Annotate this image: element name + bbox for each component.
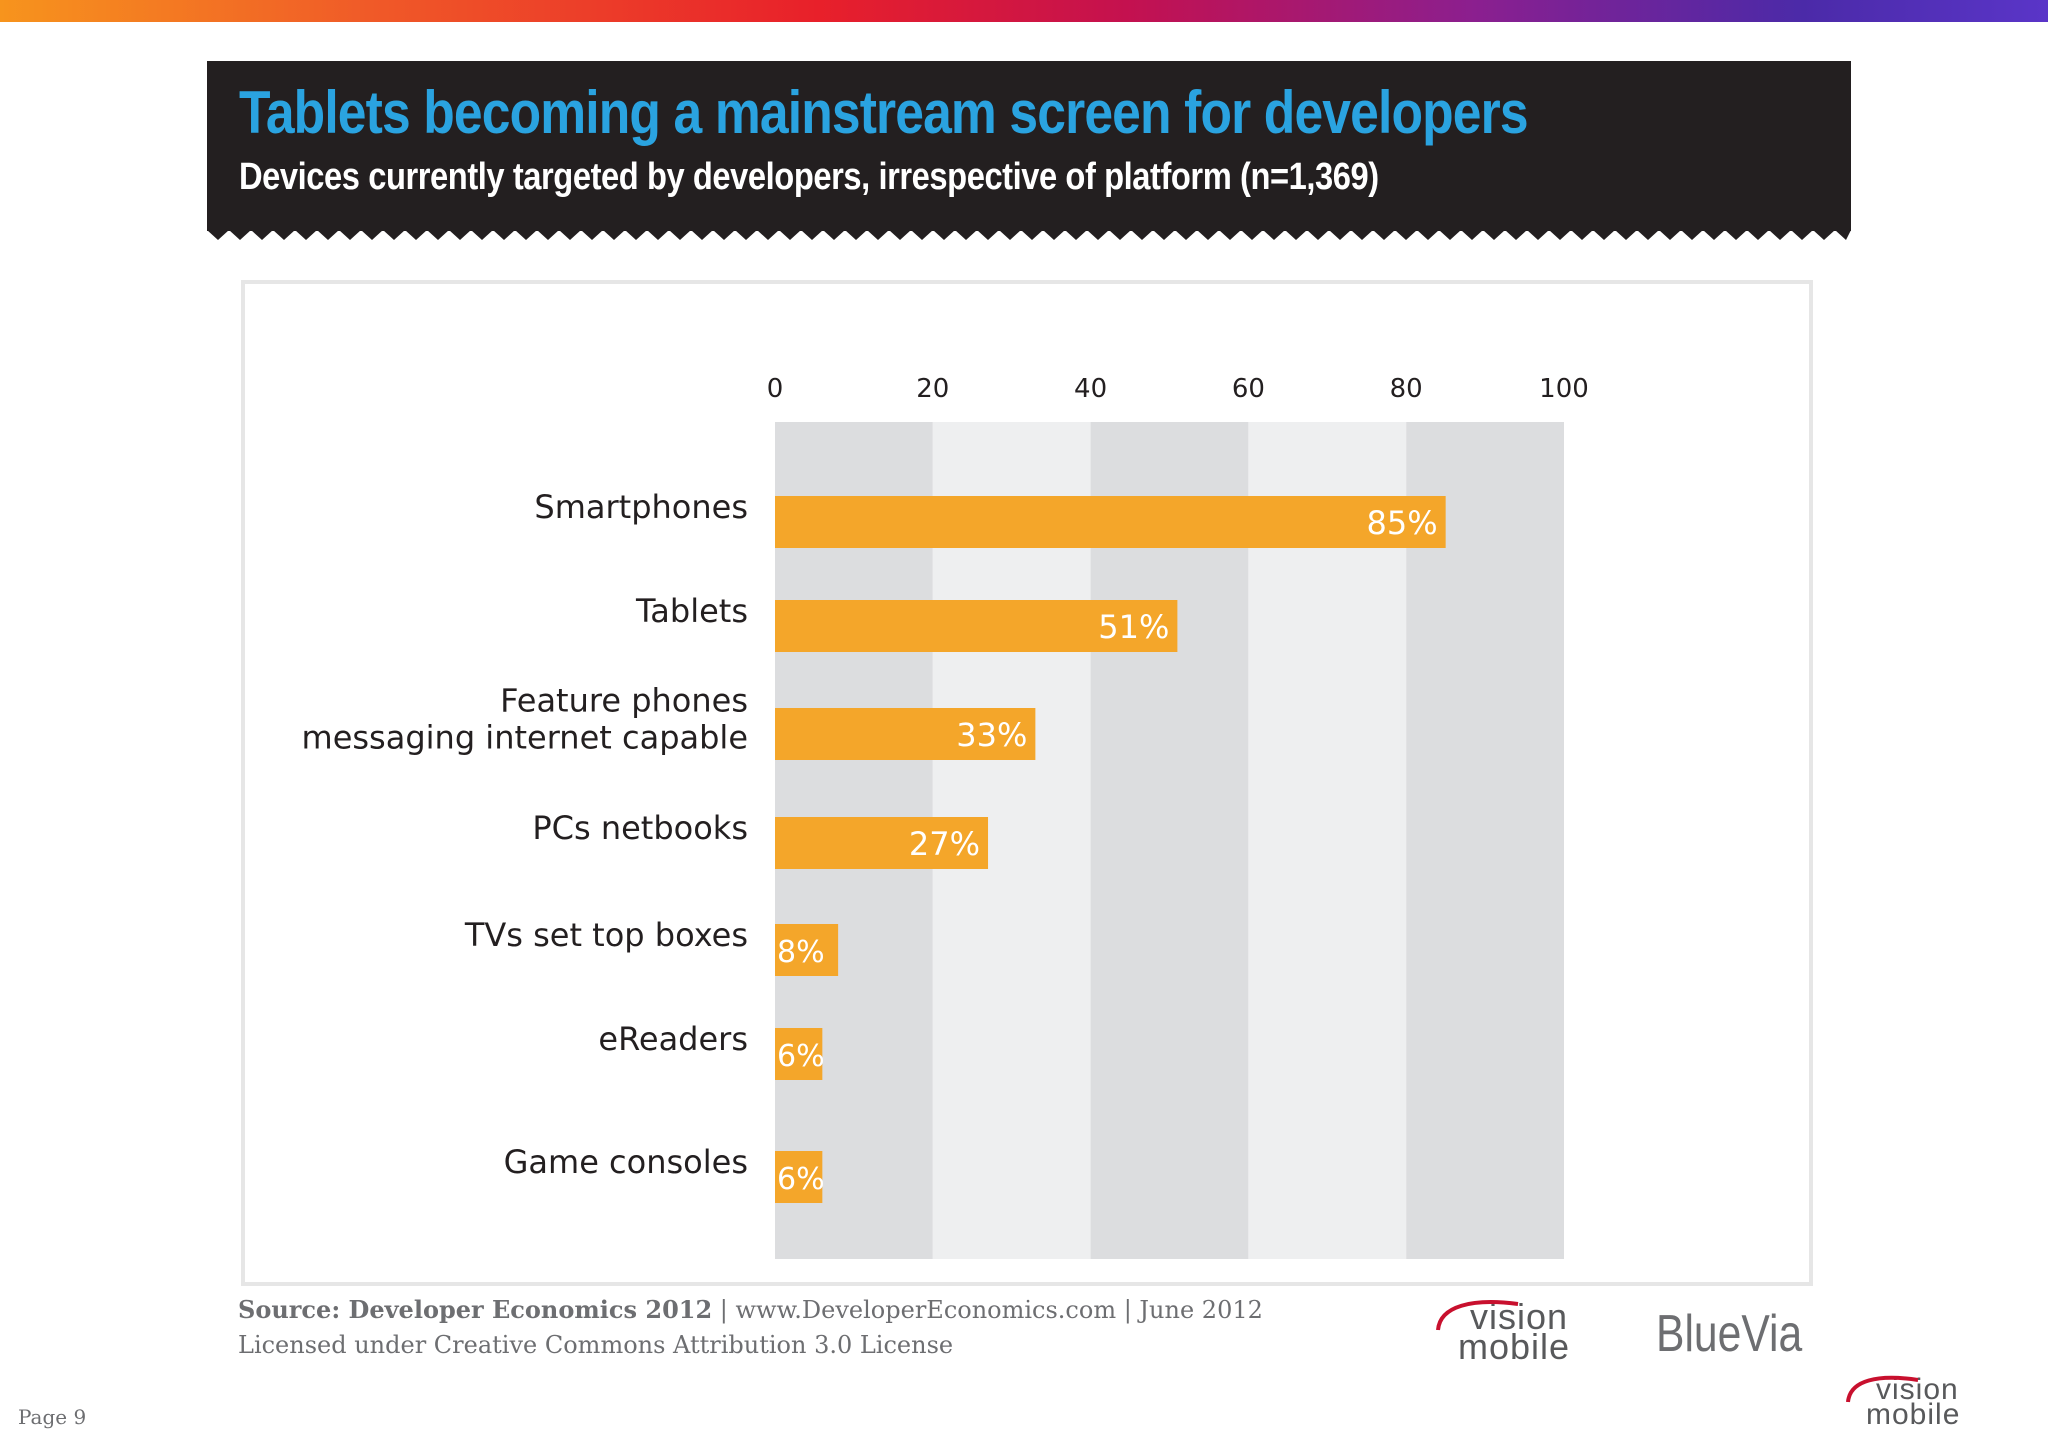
source-line: Source: Developer Economics 2012 | www.D… bbox=[238, 1295, 1263, 1324]
x-tick-label: 80 bbox=[1390, 374, 1423, 404]
visionmobile-logo: vision mobile bbox=[1436, 1296, 1571, 1367]
bar-data-label: 51% bbox=[1098, 608, 1169, 646]
header-banner bbox=[207, 61, 1851, 231]
bar bbox=[775, 924, 839, 976]
bluevia-logo: BlueVia bbox=[1656, 1305, 1803, 1363]
header-zigzag-edge bbox=[207, 230, 1851, 240]
visionmobile-corner-swoosh-icon bbox=[1846, 1375, 1919, 1403]
x-tick-label: 20 bbox=[916, 374, 949, 404]
visionmobile-corner-logo: vision mobile bbox=[1846, 1375, 1961, 1431]
bar-data-label: 85% bbox=[1367, 504, 1438, 542]
page-title: Tablets becoming a mainstream screen for… bbox=[239, 79, 1529, 146]
x-tick-label: 40 bbox=[1074, 374, 1107, 404]
top-color-stripe bbox=[0, 0, 2048, 22]
category-label: TVs set top boxes bbox=[464, 916, 748, 954]
x-tick-label: 100 bbox=[1539, 374, 1589, 404]
source-bold: Source: Developer Economics 2012 bbox=[238, 1295, 713, 1324]
plot-band bbox=[1248, 422, 1407, 1259]
bar-data-label: 6% bbox=[777, 1162, 825, 1197]
bar bbox=[775, 817, 989, 869]
visionmobile-line1: vision bbox=[1470, 1296, 1569, 1337]
category-label: eReaders bbox=[598, 1020, 748, 1058]
category-label: Tablets bbox=[635, 592, 748, 630]
bar bbox=[775, 600, 1178, 652]
bar bbox=[775, 496, 1446, 548]
bar-data-label: 8% bbox=[777, 935, 825, 970]
bar bbox=[775, 1028, 823, 1080]
page-number: Page 9 bbox=[18, 1405, 87, 1429]
bar-data-label: 6% bbox=[777, 1039, 825, 1074]
bar-data-label: 27% bbox=[909, 825, 980, 863]
visionmobile-swoosh-icon bbox=[1436, 1300, 1519, 1331]
category-label: messaging internet capable bbox=[302, 719, 748, 757]
visionmobile-corner-line2: mobile bbox=[1866, 1397, 1961, 1431]
x-tick-label: 60 bbox=[1232, 374, 1265, 404]
category-label: Feature phones bbox=[500, 682, 748, 720]
license-line: Licensed under Creative Commons Attribut… bbox=[238, 1331, 954, 1359]
bar-data-label: 33% bbox=[956, 716, 1027, 754]
category-label: Smartphones bbox=[534, 488, 748, 526]
plot-band bbox=[1090, 422, 1249, 1259]
visionmobile-line2: mobile bbox=[1458, 1325, 1571, 1367]
category-label: Game consoles bbox=[504, 1143, 748, 1181]
source-rest: | www.DeveloperEconomics.com | June 2012 bbox=[712, 1296, 1263, 1324]
page-subtitle: Devices currently targeted by developers… bbox=[239, 156, 1379, 198]
x-tick-label: 0 bbox=[767, 374, 784, 404]
category-label: PCs netbooks bbox=[532, 809, 748, 847]
plot-band bbox=[1406, 422, 1564, 1259]
bar bbox=[775, 708, 1036, 760]
bar bbox=[775, 1151, 823, 1203]
